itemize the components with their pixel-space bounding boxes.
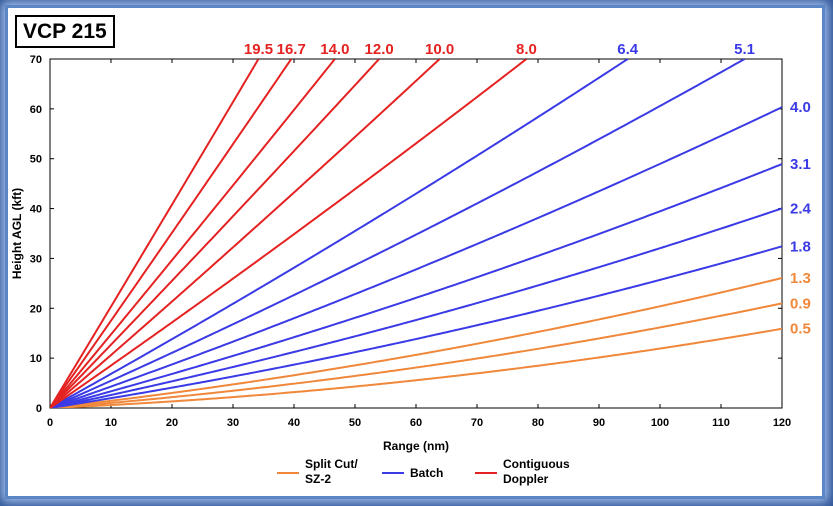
- beam-height-chart: 0 10 20 30 40 50 60 70 80 90 100 110 120 0 10 20 30 40 50 6…: [10, 41, 812, 486]
- legend-label: Doppler: [503, 472, 549, 486]
- legend-label: Split Cut/: [305, 457, 358, 471]
- elevation-label: 1.8: [790, 238, 811, 255]
- series-line-5.1: [50, 59, 746, 408]
- series-line-1.3: [50, 277, 782, 408]
- x-tick-label: 30: [227, 417, 239, 429]
- elevation-label: 3.1: [790, 156, 811, 173]
- legend-label: Batch: [410, 466, 443, 480]
- elevation-label: 5.1: [734, 41, 755, 58]
- elevation-label: 2.4: [790, 200, 812, 217]
- y-tick-label: 30: [30, 253, 42, 265]
- series-line-2.4: [50, 207, 782, 408]
- series-line-4.0: [50, 106, 782, 408]
- x-tick-label: 70: [471, 417, 483, 429]
- x-tick-label: 0: [47, 417, 53, 429]
- y-tick-label: 40: [30, 204, 42, 216]
- axes: 0 10 20 30 40 50 60 70 80 90 100 110 120 0 10 20 30 40 50 6…: [10, 54, 791, 453]
- chart-frame: 0 10 20 30 40 50 60 70 80 90 100 110 120 0 10 20 30 40 50 6…: [5, 5, 825, 499]
- series-line-8.0: [50, 59, 528, 408]
- y-tick-label: 50: [30, 154, 42, 166]
- y-tick-label: 20: [30, 303, 42, 315]
- series-line-12.0: [50, 59, 380, 408]
- elevation-label: 16.7: [277, 41, 306, 58]
- elevation-labels: 0.5 0.9 1.3 1.8 2.4 3.1 4.0 5.1 6.4 8.0 10.0 12.0 14…: [244, 41, 812, 338]
- elevation-label: 12.0: [365, 41, 394, 58]
- x-tick-label: 40: [288, 417, 300, 429]
- x-tick-label: 60: [410, 417, 422, 429]
- legend-label: SZ-2: [305, 472, 331, 486]
- series-line-6.4: [50, 59, 629, 408]
- elevation-label: 8.0: [516, 41, 537, 58]
- x-tick-label: 20: [166, 417, 178, 429]
- y-tick-label: 0: [36, 403, 42, 415]
- series-line-14.0: [50, 59, 336, 408]
- series-line-10.0: [50, 59, 441, 408]
- x-tick-label: 120: [773, 417, 791, 429]
- series-line-0.5: [50, 327, 782, 408]
- legend-label: Contiguous: [503, 457, 570, 471]
- series-line-3.1: [50, 163, 782, 408]
- series-line-1.8: [50, 245, 782, 408]
- series-line-16.7: [50, 59, 293, 408]
- y-tick-label: 60: [30, 104, 42, 116]
- elevation-label: 19.5: [244, 41, 273, 58]
- chart-title: VCP 215: [15, 15, 115, 48]
- y-axis-label: Height AGL (kft): [10, 188, 24, 279]
- elevation-label: 0.9: [790, 295, 811, 312]
- elevation-label: 0.5: [790, 321, 811, 338]
- elevation-label: 6.4: [617, 41, 639, 58]
- x-tick-label: 50: [349, 417, 361, 429]
- y-tick-label: 70: [30, 54, 42, 66]
- series-line-19.5: [50, 59, 260, 408]
- x-tick-label: 90: [593, 417, 605, 429]
- elevation-label: 1.3: [790, 270, 811, 287]
- x-tick-label: 100: [651, 417, 669, 429]
- y-tick-label: 10: [30, 353, 42, 365]
- series-lines: [50, 59, 782, 408]
- elevation-label: 10.0: [425, 41, 454, 58]
- x-tick-label: 110: [712, 417, 730, 429]
- x-axis-label: Range (nm): [383, 439, 449, 453]
- elevation-label: 14.0: [320, 41, 349, 58]
- x-tick-label: 80: [532, 417, 544, 429]
- x-tick-label: 10: [105, 417, 117, 429]
- series-line-0.9: [50, 302, 782, 408]
- elevation-label: 4.0: [790, 99, 811, 116]
